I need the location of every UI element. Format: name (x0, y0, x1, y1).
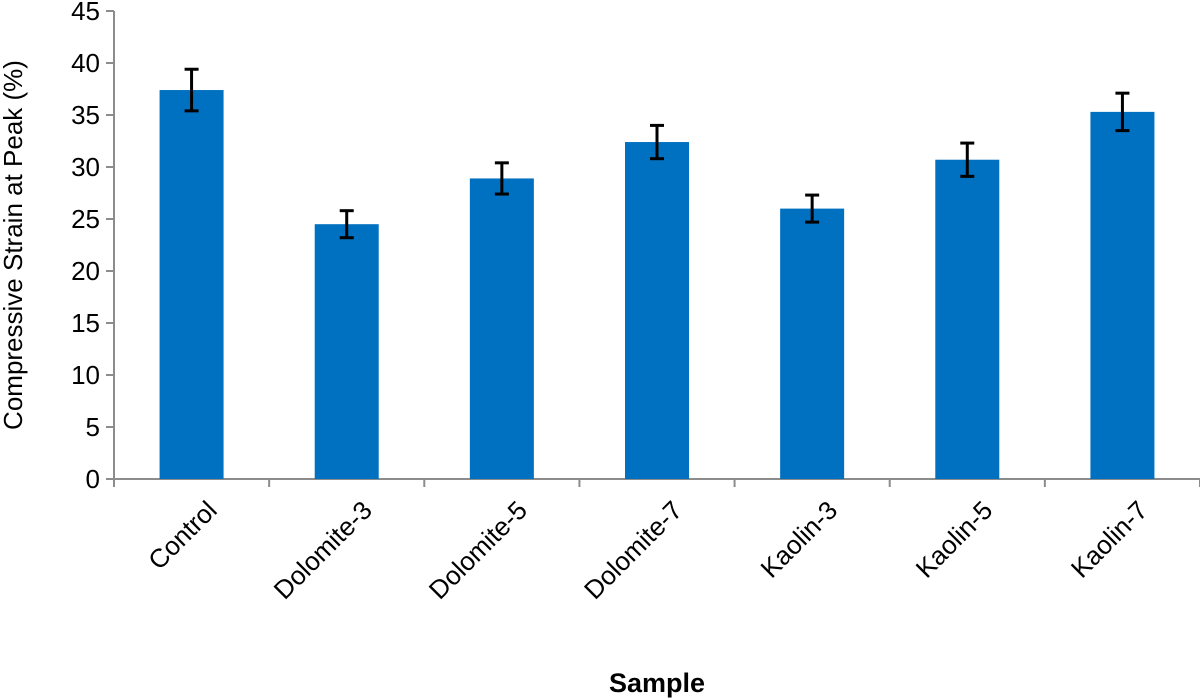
bar (159, 90, 224, 479)
y-tick-label: 40 (71, 48, 100, 78)
bar (314, 224, 379, 479)
y-tick-label: 30 (71, 152, 100, 182)
error-bars (184, 67, 1130, 240)
bar (780, 208, 845, 479)
y-tick-label: 35 (71, 100, 100, 130)
y-tick-label: 20 (71, 256, 100, 286)
y-tick-label: 0 (86, 464, 100, 494)
y-tick-label: 5 (86, 412, 100, 442)
bar (1090, 111, 1155, 479)
bar (469, 178, 534, 479)
x-tick-label: Dolomite-3 (268, 495, 378, 605)
x-tick-label: Kaolin-5 (910, 495, 999, 584)
bar (935, 159, 1000, 479)
x-axis-title: Sample (609, 668, 705, 698)
x-tick-label: Control (142, 495, 222, 575)
x-axis: Control Dolomite-3 Dolomite-5 Dolomite-7 Kao… (113, 478, 1200, 605)
x-tick-label: Kaolin-3 (755, 495, 844, 584)
y-axis-title: Compressive Strain at Peak (%) (0, 60, 28, 430)
y-tick-label: 25 (71, 204, 100, 234)
y-tick-label: 10 (71, 360, 100, 390)
bar (625, 142, 689, 480)
y-axis: 0 5 10 15 20 25 30 35 40 45 (71, 0, 115, 494)
x-tick-label: Kaolin-7 (1065, 495, 1154, 584)
x-tick-label: Dolomite-5 (423, 495, 533, 605)
bars (159, 90, 1155, 480)
x-tick-label: Dolomite-7 (578, 495, 688, 605)
y-tick-label: 15 (71, 308, 100, 338)
y-tick-label: 45 (71, 0, 100, 26)
